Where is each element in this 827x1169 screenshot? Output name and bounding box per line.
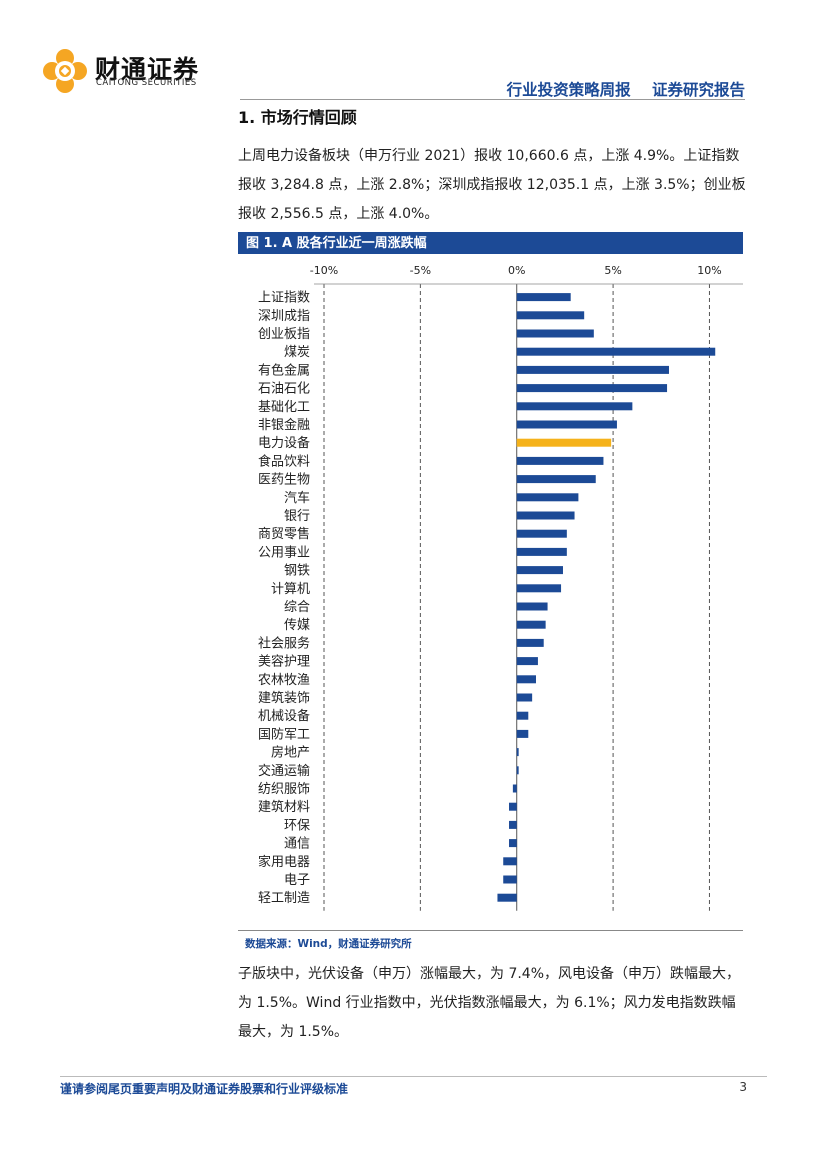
- category-label: 美容护理: [258, 654, 310, 670]
- category-label: 电子: [284, 873, 310, 888]
- category-label: 电力设备: [258, 435, 310, 451]
- category-label: 非银金融: [258, 417, 310, 433]
- bar-非银金融: [516, 420, 617, 429]
- bar-建筑材料: [509, 802, 517, 811]
- x-tick-label: 5%: [604, 264, 621, 277]
- category-label: 石油石化: [258, 382, 310, 397]
- bar-纺织服饰: [512, 784, 517, 793]
- bar-石油石化: [516, 384, 668, 393]
- bar-综合: [516, 602, 548, 611]
- category-label: 国防军工: [258, 726, 310, 742]
- bar-上证指数: [516, 293, 571, 302]
- bar-传媒: [516, 620, 546, 629]
- x-tick-label: -10%: [310, 264, 338, 277]
- category-label: 综合: [284, 600, 310, 615]
- bar-电子: [503, 875, 517, 884]
- bar-国防军工: [516, 729, 529, 738]
- category-label: 基础化工: [258, 400, 310, 415]
- bar-钢铁: [516, 566, 563, 575]
- brand-name-cn: 财通证券: [95, 55, 200, 84]
- category-label: 轻工制造: [258, 891, 310, 906]
- report-header: 行业投资策略周报 证券研究报告: [507, 78, 745, 100]
- bar-食品饮料: [516, 456, 604, 465]
- industry-weekly-change-chart: -10% -5% 0% 5% 10% 上证指数深圳成指创业板指煤炭有色金属石油石化基础化工…: [258, 264, 743, 911]
- category-label: 钢铁: [284, 564, 310, 579]
- category-label: 交通运输: [258, 763, 310, 779]
- category-label: 公用事业: [258, 545, 310, 560]
- bar-家用电器: [503, 857, 517, 866]
- bar-机械设备: [516, 711, 529, 720]
- figure-title: 图 1. A 股各行业近一周涨跌幅: [246, 236, 427, 251]
- bar-美容护理: [516, 657, 538, 666]
- x-tick-label: 10%: [697, 264, 721, 277]
- chart-bottom-divider: [238, 930, 743, 931]
- report-category: 证券研究报告: [651, 81, 745, 99]
- bar-社会服务: [516, 638, 544, 647]
- category-label: 上证指数: [258, 291, 310, 306]
- header-divider: [240, 99, 745, 100]
- category-label: 机械设备: [258, 708, 310, 724]
- bar-银行: [516, 511, 575, 520]
- category-label: 创业板指: [258, 327, 310, 342]
- category-label: 医药生物: [258, 473, 310, 488]
- bar-环保: [509, 820, 517, 829]
- category-label: 社会服务: [258, 635, 310, 651]
- category-label: 环保: [284, 818, 310, 833]
- body-paragraph: 子版块中，光伏设备（申万）涨幅最大，为 7.4%，风电设备（申万）跌幅最大，为 …: [238, 966, 741, 1040]
- caitong-logo-icon: [43, 49, 87, 93]
- category-label: 房地产: [271, 745, 310, 761]
- bar-基础化工: [516, 402, 633, 411]
- bar-创业板指: [516, 329, 594, 338]
- bar-公用事业: [516, 547, 567, 556]
- category-label: 有色金属: [258, 362, 310, 378]
- category-label: 煤炭: [284, 345, 310, 360]
- category-label: 传媒: [284, 618, 310, 633]
- bar-计算机: [516, 584, 562, 593]
- footer-disclaimer: 谨请参阅尾页重要声明及财通证券股票和行业评级标准: [60, 1082, 349, 1096]
- bar-建筑装饰: [516, 693, 533, 702]
- category-label: 食品饮料: [258, 453, 310, 469]
- category-label: 建筑装饰: [258, 690, 310, 706]
- bar-房地产: [516, 748, 519, 757]
- bar-有色金属: [516, 365, 669, 374]
- category-label: 农林牧渔: [258, 673, 310, 688]
- section-title: 1. 市场行情回顾: [238, 108, 357, 127]
- bar-轻工制造: [497, 893, 517, 902]
- bar-交通运输: [516, 766, 519, 775]
- bar-煤炭: [516, 347, 716, 356]
- bar-医药生物: [516, 475, 596, 484]
- x-tick-label: 0%: [508, 264, 525, 277]
- bar-商贸零售: [516, 529, 567, 538]
- category-label: 通信: [284, 837, 310, 852]
- page-number: 3: [739, 1080, 747, 1094]
- category-label: 汽车: [284, 490, 310, 506]
- footer-divider: [60, 1076, 767, 1077]
- category-label: 商贸零售: [258, 526, 310, 542]
- category-label: 深圳成指: [258, 309, 310, 324]
- bar-电力设备: [516, 438, 612, 447]
- category-label: 纺织服饰: [258, 782, 310, 797]
- intro-paragraph: 上周电力设备板块（申万行业 2021）报收 10,660.6 点，上涨 4.9%…: [238, 148, 746, 222]
- brand-name-en: CAITONG SECURITIES: [96, 78, 197, 88]
- bar-通信: [509, 839, 517, 848]
- bar-深圳成指: [516, 311, 585, 320]
- bar-农林牧渔: [516, 675, 536, 684]
- figure-source: 数据来源：Wind，财通证券研究所: [245, 938, 412, 950]
- category-label: 建筑材料: [258, 799, 310, 815]
- report-type: 行业投资策略周报: [506, 81, 631, 99]
- x-tick-label: -5%: [410, 264, 431, 277]
- category-label: 家用电器: [258, 854, 310, 870]
- bar-汽车: [516, 493, 579, 502]
- category-label: 银行: [284, 509, 310, 524]
- category-label: 计算机: [271, 582, 310, 597]
- figure-title-bar: 图 1. A 股各行业近一周涨跌幅: [238, 232, 743, 254]
